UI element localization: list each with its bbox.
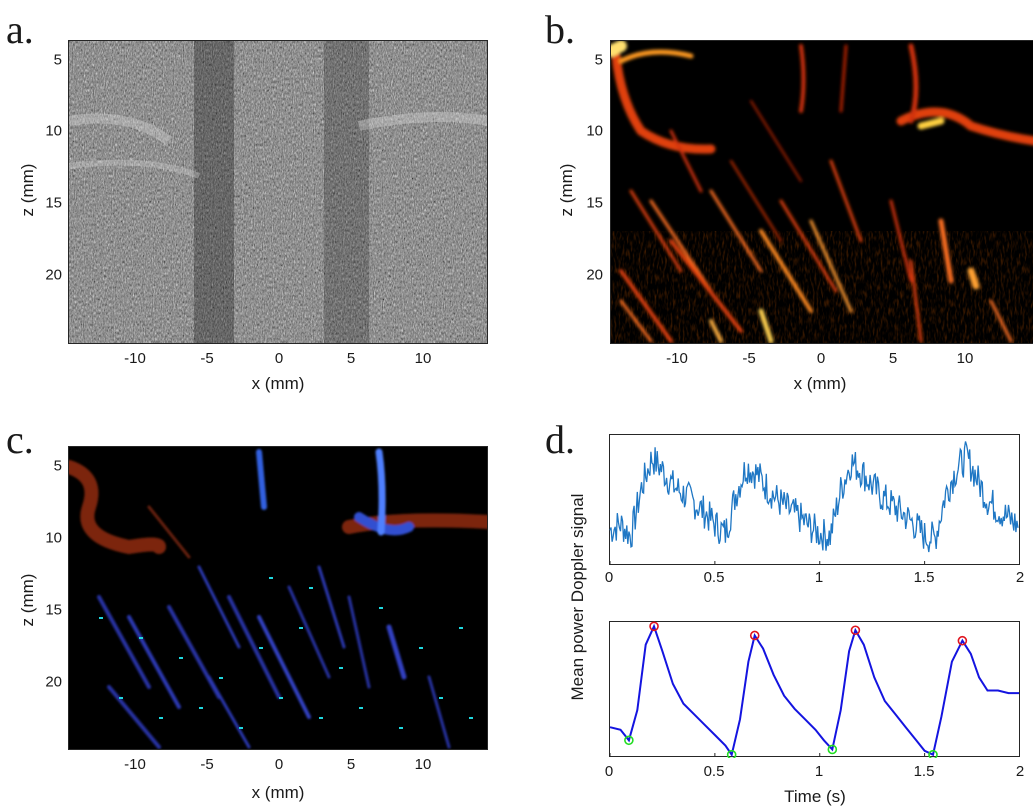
xtick: 5 <box>346 756 356 773</box>
xtick: 0 <box>604 763 614 780</box>
panel-b-xlabel: x (mm) <box>793 374 847 393</box>
panel-a-xlabel: x (mm) <box>251 374 305 393</box>
xtick: 5 <box>888 350 898 367</box>
ytick: 15 <box>45 194 62 212</box>
panel-b-doppler-image <box>610 40 1033 344</box>
ytick: 10 <box>45 122 62 140</box>
panel-b-ylabel: z (mm) <box>557 163 576 217</box>
panel-c-xlabel: x (mm) <box>251 783 305 802</box>
panel-d-ylabel: Mean power Doppler signal <box>568 493 587 701</box>
xtick: 0.5 <box>703 569 725 586</box>
peak-marker <box>850 625 861 636</box>
xtick: 2 <box>1015 763 1025 780</box>
panel-letter-b: b. <box>545 7 575 52</box>
ytick: 15 <box>586 194 603 212</box>
ytick: 5 <box>594 51 603 69</box>
panel-d-bottom-plot <box>609 621 1020 758</box>
xtick: -5 <box>200 756 214 773</box>
ytick: 10 <box>586 122 603 140</box>
peak-marker <box>749 630 760 641</box>
x-tick-marks <box>609 561 926 565</box>
xtick: 1.5 <box>913 763 935 780</box>
ytick: 5 <box>53 457 62 475</box>
xtick: -5 <box>742 350 756 367</box>
xtick: 0.5 <box>703 763 725 780</box>
smooth-signal-line <box>609 623 1019 758</box>
panel-c-ylabel: z (mm) <box>18 573 37 627</box>
xtick: -10 <box>666 350 688 367</box>
xtick: 10 <box>414 756 432 773</box>
panel-letter-c: c. <box>6 417 34 462</box>
panel-d-xlabel: Time (s) <box>784 787 846 806</box>
peak-marker <box>649 621 659 632</box>
ytick: 20 <box>45 673 62 691</box>
xtick: 1.5 <box>913 569 935 586</box>
trough-marker <box>726 749 737 758</box>
panel-a-bmode-image <box>68 40 488 344</box>
trough-marker <box>827 744 838 755</box>
panel-letter-a: a. <box>6 7 34 52</box>
ytick: 20 <box>45 266 62 284</box>
ytick: 15 <box>45 601 62 619</box>
ytick: 10 <box>45 529 62 547</box>
bmode-speckle <box>69 41 487 343</box>
xtick: 0 <box>274 756 284 773</box>
ytick: 20 <box>586 266 603 284</box>
xtick: 1 <box>814 569 824 586</box>
plot-frame <box>609 621 1020 757</box>
xtick: 0 <box>274 350 284 367</box>
trough-marker <box>928 749 938 758</box>
panel-letter-d: d. <box>545 417 575 462</box>
plot-frame <box>609 434 1020 565</box>
xtick: 2 <box>1015 569 1025 586</box>
ytick: 5 <box>53 51 62 69</box>
xtick: 0 <box>604 569 614 586</box>
xtick: -5 <box>200 350 214 367</box>
panel-a-ylabel: z (mm) <box>18 163 37 217</box>
direction-vessels <box>69 447 487 749</box>
x-tick-marks <box>609 753 926 757</box>
peak-trough-markers <box>624 621 968 758</box>
xtick: 5 <box>346 350 356 367</box>
peak-marker <box>957 635 968 646</box>
xtick: -10 <box>124 756 146 773</box>
cyan-dots <box>99 577 473 729</box>
xtick: 1 <box>814 763 824 780</box>
xtick: 0 <box>816 350 826 367</box>
panel-c-colorcoded-image <box>68 446 488 750</box>
raw-signal-line <box>609 441 1019 553</box>
doppler-vessels <box>611 41 1033 343</box>
panel-d-top-plot <box>609 434 1020 565</box>
trough-marker <box>624 735 634 746</box>
xtick: -10 <box>124 350 146 367</box>
xtick: 10 <box>414 350 432 367</box>
xtick: 10 <box>956 350 974 367</box>
